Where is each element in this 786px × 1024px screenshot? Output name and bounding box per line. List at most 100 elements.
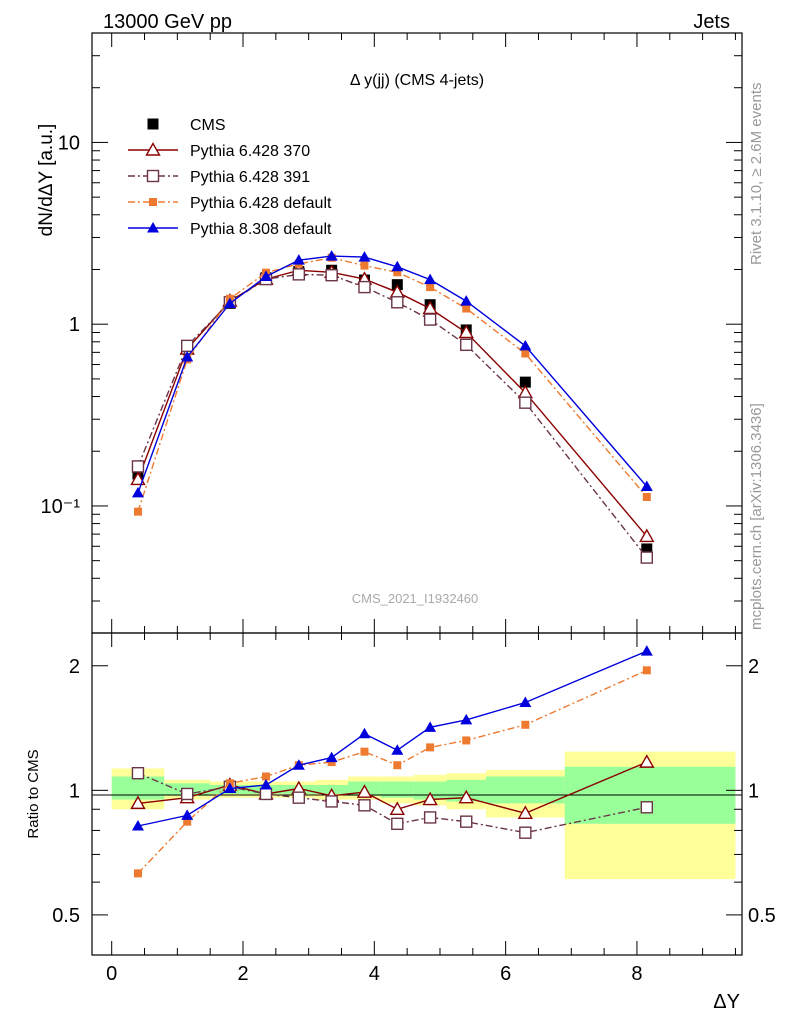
ratio-point-1-8	[423, 811, 437, 824]
main-point-4-5	[325, 250, 338, 261]
header-process: Jets	[693, 11, 730, 33]
ratio-series-3	[131, 645, 653, 831]
main-point-3-7	[393, 268, 402, 277]
main-point-4-8	[424, 273, 437, 285]
ratio-point-1-10	[519, 826, 532, 839]
x-tick-label: 8	[631, 963, 642, 985]
ratio-point-1-6	[358, 799, 371, 812]
band-inner-7	[380, 781, 414, 798]
ratio-uncertainty-bands	[111, 751, 736, 880]
ratio-point-0-11	[639, 754, 655, 768]
legend-label-1: Pythia 6.428 370	[190, 143, 310, 160]
main-point-3-8	[426, 283, 435, 292]
main-point-0-10	[519, 376, 531, 388]
header-energy: 13000 GeV pp	[103, 11, 232, 33]
main-y-tick-label: 10	[58, 132, 80, 154]
main-point-2-5	[325, 269, 338, 282]
ratio-point-1-9	[460, 815, 473, 828]
main-series-line-2	[137, 273, 648, 559]
ratio-point-2-1	[183, 817, 192, 826]
ratio-point-1-5	[325, 795, 338, 808]
main-series-line-3	[137, 257, 648, 512]
legend-label-2: Pythia 6.428 391	[190, 169, 310, 186]
main-series-group	[130, 250, 655, 564]
legend-marker-1	[145, 142, 161, 156]
main-series-line-1	[137, 269, 648, 537]
ratio-point-2-0	[133, 869, 142, 878]
ratio-point-1-4	[292, 791, 306, 804]
ratio-point-2-5	[327, 758, 336, 767]
ratio-point-0-10	[517, 805, 534, 820]
legend-marker-4	[147, 222, 159, 233]
ratio-plot-frame	[91, 632, 743, 956]
main-point-1-0	[130, 471, 146, 486]
ratio-point-2-10	[521, 720, 530, 729]
ratio-point-3-10	[519, 696, 532, 708]
main-point-4-11	[640, 480, 653, 491]
main-point-2-10	[519, 396, 532, 409]
main-series-2	[131, 268, 653, 564]
main-point-1-9	[458, 324, 474, 339]
ratio-y-tick-label-right: 0.5	[748, 905, 776, 927]
main-series-line-4	[137, 255, 648, 494]
main-point-4-0	[131, 486, 144, 498]
legend-label-0: CMS	[190, 117, 226, 134]
ratio-y-tick-label: 1	[69, 780, 80, 802]
ratio-point-3-4	[292, 759, 305, 770]
main-series-4	[131, 250, 653, 498]
main-point-4-10	[519, 339, 532, 351]
ratio-point-3-0	[131, 819, 144, 831]
main-point-4-4	[292, 254, 305, 265]
main-point-2-7	[391, 296, 404, 309]
ratio-point-2-11	[642, 666, 651, 675]
ratio-point-3-11	[640, 645, 653, 656]
main-point-2-11	[640, 551, 653, 564]
ratio-y-tick-label: 2	[69, 656, 80, 678]
main-point-3-9	[462, 304, 471, 313]
ratio-series-line-2	[137, 669, 648, 874]
main-axis-ticks: 10⁻¹ 1 10	[41, 32, 742, 634]
ratio-point-3-2	[223, 782, 236, 794]
ratio-point-2-8	[426, 743, 435, 752]
ratio-point-3-8	[424, 721, 437, 732]
main-panel: Δ y(jj) (CMS 4-jets) CMS_2021_I1932460 d…	[36, 32, 743, 634]
ratio-y-tick-label-right: 2	[748, 656, 759, 678]
ratio-point-1-7	[391, 817, 404, 831]
main-point-1-11	[639, 528, 655, 543]
ratio-point-0-0	[130, 795, 146, 810]
ratio-point-0-7	[389, 801, 406, 815]
main-point-4-7	[391, 260, 404, 272]
legend-label-4: Pythia 8.308 default	[190, 221, 332, 238]
x-tick-label: 0	[106, 963, 117, 985]
legend-label-3: Pythia 6.428 default	[190, 195, 332, 212]
main-point-2-1	[181, 339, 194, 353]
main-y-tick-label: 10⁻¹	[41, 496, 81, 518]
band-inner-10	[485, 776, 565, 804]
legend-marker-2	[146, 169, 160, 183]
ratio-y-tick-label: 0.5	[52, 905, 80, 927]
ratio-point-1-1	[181, 787, 194, 801]
ratio-point-1-0	[131, 767, 145, 780]
ratio-series-group	[130, 645, 655, 878]
main-point-4-6	[358, 251, 371, 262]
ratio-point-3-5	[325, 751, 338, 763]
x-axis-label: ΔY	[713, 991, 740, 1013]
watermark-analysis-id: CMS_2021_I1932460	[352, 591, 479, 606]
ratio-point-2-7	[393, 761, 402, 770]
ratio-point-0-6	[356, 784, 373, 798]
main-point-3-11	[642, 493, 651, 502]
main-y-axis-label: dN/dΔY [a.u.]	[36, 124, 57, 237]
ratio-panel: 0.5 0.5 1 1 2 2 0 2 4 6 8 Ratio to CMS ΔY	[25, 632, 776, 1013]
x-tick-label: 6	[500, 963, 511, 985]
main-point-4-9	[460, 295, 473, 306]
ratio-point-3-3	[259, 779, 272, 790]
ratio-point-2-9	[462, 736, 471, 745]
x-tick-label: 4	[369, 963, 380, 985]
ratio-point-0-9	[458, 789, 474, 804]
main-plot-title: Δ y(jj) (CMS 4-jets)	[350, 72, 484, 89]
main-point-2-8	[423, 313, 437, 326]
legend-marker-0	[147, 118, 159, 130]
side-text-rivet: Rivet 3.1.10, ≥ 2.6M events	[748, 83, 765, 266]
ratio-y-axis-label: Ratio to CMS	[25, 749, 42, 838]
